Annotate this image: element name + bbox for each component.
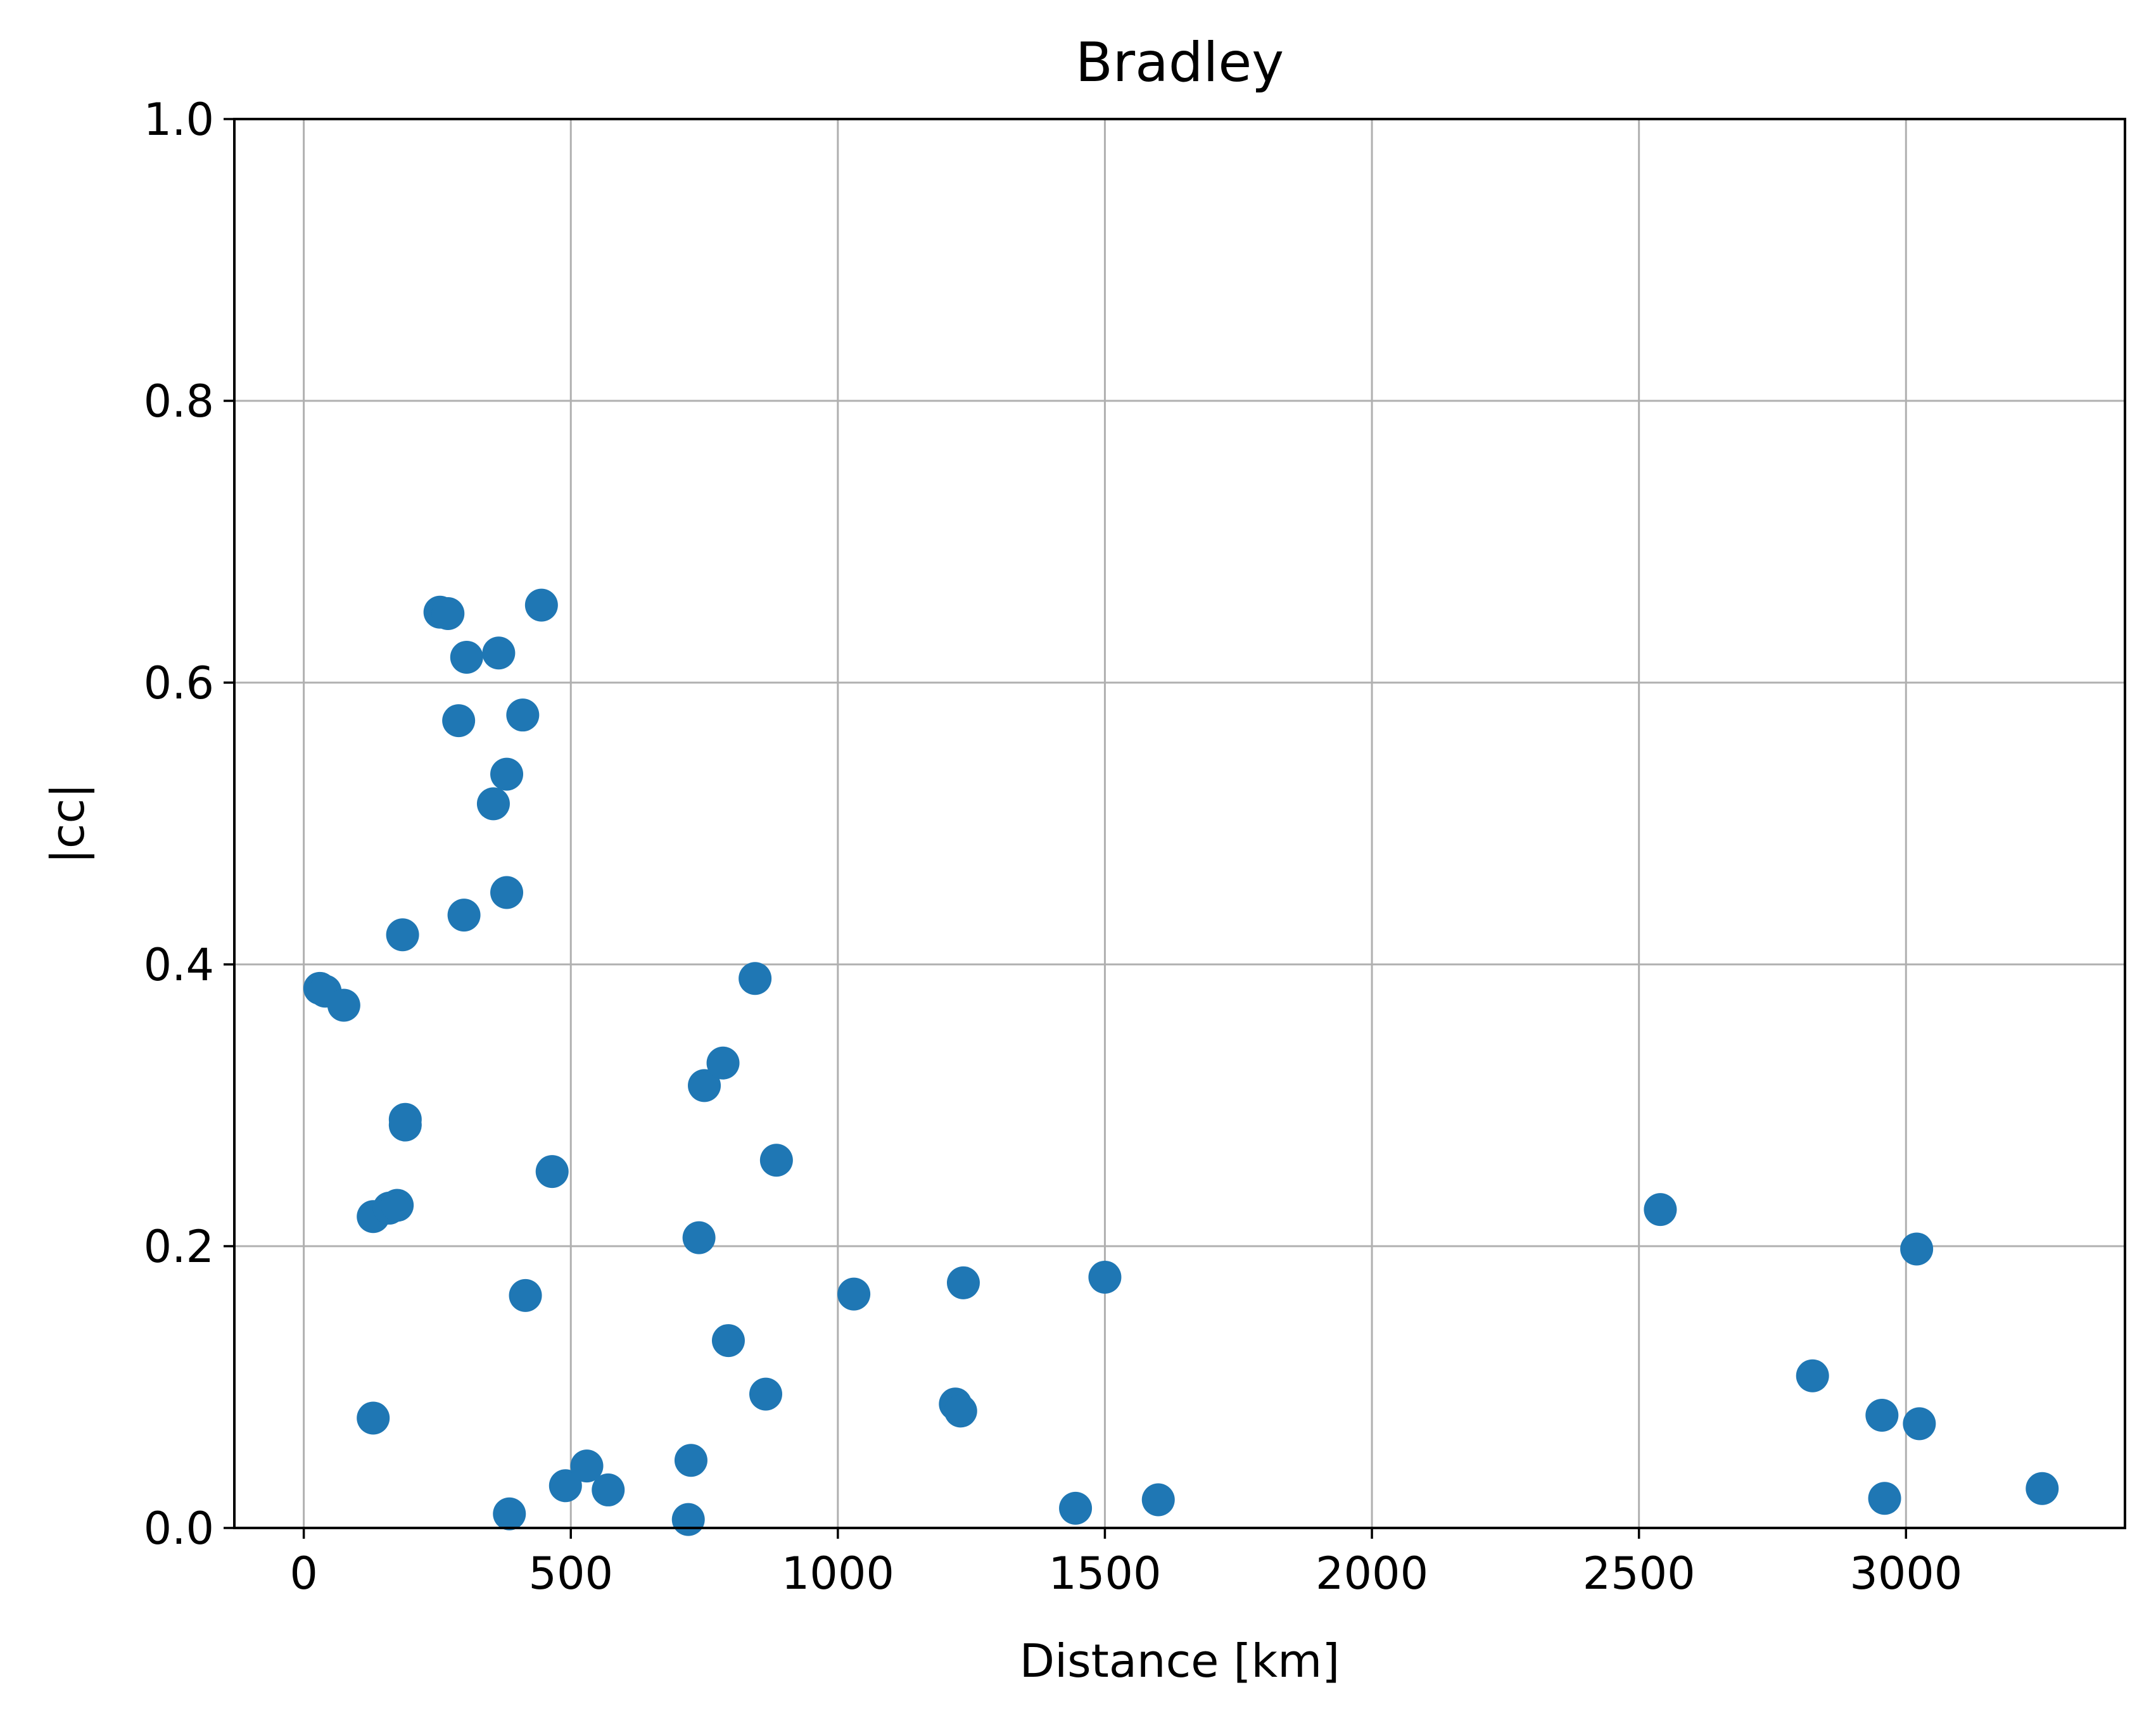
- x-tick-label: 3000: [1849, 1548, 1962, 1600]
- data-point: [2026, 1472, 2059, 1505]
- x-tick-label: 1000: [782, 1548, 894, 1600]
- chart-title: Bradley: [1075, 31, 1284, 94]
- data-point: [592, 1473, 625, 1506]
- data-point: [570, 1449, 604, 1483]
- data-point: [1644, 1193, 1677, 1227]
- data-point: [506, 698, 540, 732]
- y-tick-label: 0.2: [144, 1221, 214, 1273]
- data-point: [1868, 1482, 1901, 1515]
- y-axis-label: |cc|: [41, 783, 95, 864]
- data-point: [549, 1469, 582, 1503]
- data-points: [303, 588, 2059, 1536]
- x-tick-label: 2500: [1583, 1548, 1696, 1600]
- y-tick-label: 1.0: [144, 94, 214, 146]
- y-tick-label: 0.0: [144, 1503, 214, 1555]
- data-point: [671, 1503, 705, 1536]
- data-point: [327, 988, 360, 1022]
- y-tick-label: 0.8: [144, 376, 214, 427]
- data-point: [450, 640, 483, 674]
- data-point: [447, 899, 481, 932]
- data-point: [509, 1278, 542, 1312]
- data-point: [759, 1144, 793, 1177]
- data-point: [381, 1189, 414, 1222]
- x-tick-label: 1500: [1048, 1548, 1161, 1600]
- data-point: [490, 876, 524, 909]
- data-point: [1059, 1491, 1093, 1525]
- y-tick-label: 0.4: [144, 939, 214, 991]
- data-point: [431, 596, 465, 630]
- data-point: [1900, 1232, 1934, 1266]
- data-point: [711, 1324, 745, 1358]
- data-point: [682, 1221, 716, 1254]
- data-point: [535, 1155, 569, 1189]
- data-point: [386, 918, 419, 952]
- data-point: [490, 757, 524, 791]
- plot-frame: [233, 118, 2126, 1529]
- x-tick-label: 500: [528, 1548, 613, 1600]
- data-point: [946, 1266, 980, 1299]
- data-point: [688, 1069, 721, 1102]
- data-point: [1865, 1399, 1899, 1432]
- data-point: [1796, 1359, 1829, 1392]
- data-point: [944, 1394, 977, 1428]
- data-point: [442, 704, 476, 738]
- x-tick-label: 2000: [1316, 1548, 1428, 1600]
- data-point: [493, 1497, 526, 1531]
- data-point: [739, 962, 772, 995]
- data-point: [674, 1444, 707, 1477]
- x-axis-label: Distance [km]: [1020, 1634, 1340, 1688]
- data-point: [706, 1046, 740, 1080]
- data-point: [1141, 1483, 1175, 1517]
- x-tick-label: 0: [289, 1548, 318, 1600]
- data-point: [1088, 1260, 1122, 1294]
- data-point: [357, 1401, 390, 1435]
- data-point: [482, 636, 516, 670]
- data-point: [837, 1277, 871, 1311]
- data-point: [388, 1108, 422, 1142]
- data-point: [749, 1377, 783, 1411]
- axis-ticks: 0 500 1000 1500 2000 2500 3000 0.0 0.2 0.4 0.6 0.8 1…: [144, 94, 1963, 1600]
- y-tick-label: 0.6: [144, 657, 214, 709]
- data-point: [1903, 1407, 1936, 1441]
- data-point: [524, 588, 558, 622]
- data-point: [476, 787, 510, 821]
